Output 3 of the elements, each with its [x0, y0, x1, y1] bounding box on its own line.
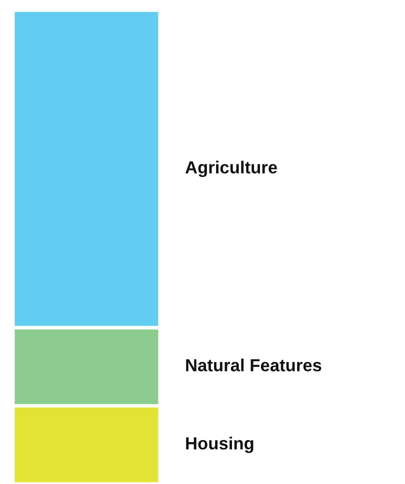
series-label: Natural Features: [186, 358, 322, 372]
series-label: Agriculture: [185, 160, 277, 178]
series-label: Housing: [186, 436, 254, 454]
